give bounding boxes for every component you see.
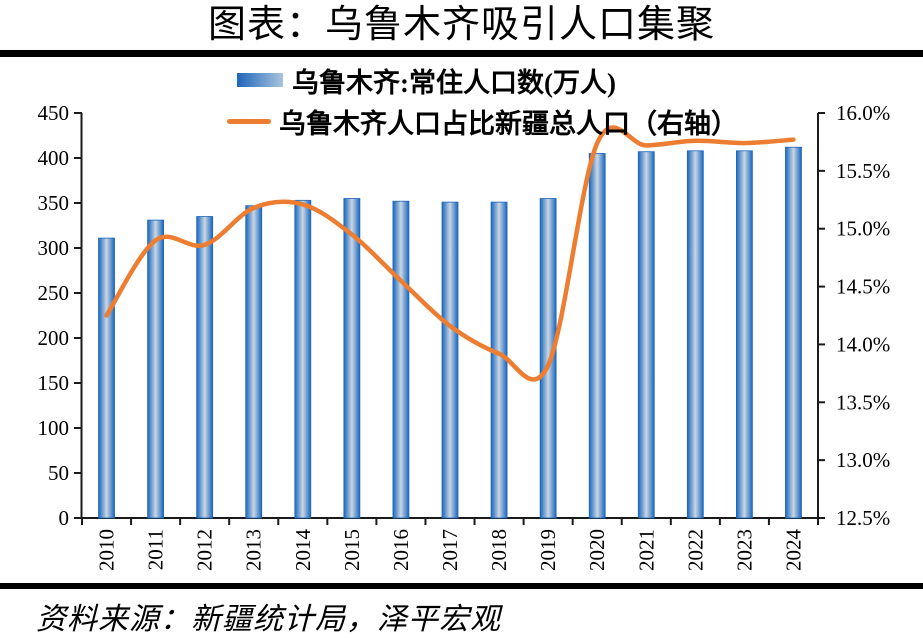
left-axis-tick-label: 400: [38, 146, 70, 170]
right-axis-tick-label: 14.0%: [836, 332, 890, 356]
right-axis-tick-label: 15.0%: [836, 217, 890, 241]
bottom-divider: [0, 583, 923, 589]
bar: [294, 199, 312, 519]
legend-item-line: 乌鲁木齐人口占比新疆总人口（右轴）: [227, 105, 738, 139]
right-axis-tick-label: 12.5%: [836, 506, 890, 530]
bar: [539, 198, 557, 519]
left-axis-tick-label: 0: [59, 506, 70, 530]
bar: [637, 151, 655, 519]
x-axis-category-label: 2012: [193, 529, 217, 571]
bar: [785, 146, 802, 519]
right-axis-tick-label: 13.5%: [836, 390, 890, 414]
bar-series-swatch: [237, 73, 283, 87]
right-axis-tick-label: 14.5%: [836, 275, 890, 299]
x-axis-category-label: 2020: [585, 529, 609, 571]
legend-item-bar: 乌鲁木齐:常住人口数(万人): [237, 64, 616, 98]
left-axis-tick-label: 150: [38, 371, 70, 395]
left-axis-tick-label: 100: [38, 416, 70, 440]
left-axis-tick-label: 350: [38, 191, 70, 215]
bar: [245, 205, 263, 519]
left-axis-tick-label: 450: [38, 101, 70, 125]
x-axis-category-label: 2017: [438, 529, 462, 571]
bar: [686, 150, 704, 519]
bar: [98, 237, 115, 519]
bar-series-label: 乌鲁木齐:常住人口数(万人): [292, 67, 616, 98]
x-axis-category-label: 2024: [781, 529, 805, 572]
line-series-swatch: [227, 118, 271, 124]
bar: [736, 150, 753, 519]
line-series-label: 乌鲁木齐人口占比新疆总人口（右轴）: [279, 108, 738, 139]
x-axis-category-label: 2019: [536, 529, 560, 571]
left-axis-tick-label: 250: [38, 281, 70, 305]
right-axis-tick-label: 16.0%: [836, 101, 890, 125]
x-axis-category-label: 2018: [487, 529, 511, 571]
x-axis-category-label: 2013: [242, 529, 266, 571]
left-axis-tick-label: 200: [38, 326, 70, 350]
x-axis-category-label: 2021: [634, 529, 658, 571]
left-axis-tick-label: 50: [48, 461, 69, 485]
x-axis-category-label: 2011: [144, 529, 168, 570]
bar: [392, 200, 410, 519]
bar: [147, 219, 165, 519]
line-series-path: [104, 125, 796, 382]
bar: [196, 216, 214, 519]
bar: [588, 153, 606, 519]
source-note: 资料来源：新疆统计局，泽平宏观: [36, 603, 501, 636]
x-axis-category-label: 2014: [291, 529, 315, 572]
x-axis-category-label: 2010: [95, 529, 119, 571]
left-axis-tick-label: 300: [38, 236, 70, 260]
page-title: 图表：乌鲁木齐吸引人口集聚: [207, 4, 715, 46]
right-axis-tick-label: 15.5%: [836, 159, 890, 183]
x-axis-category-label: 2023: [732, 529, 756, 571]
bar: [343, 198, 361, 519]
bar: [441, 201, 459, 519]
x-axis-category-label: 2016: [389, 529, 413, 571]
x-axis-category-label: 2015: [340, 529, 364, 571]
top-divider: [0, 50, 923, 57]
right-axis-tick-label: 13.0%: [836, 448, 890, 472]
x-axis-category-label: 2022: [683, 529, 707, 571]
